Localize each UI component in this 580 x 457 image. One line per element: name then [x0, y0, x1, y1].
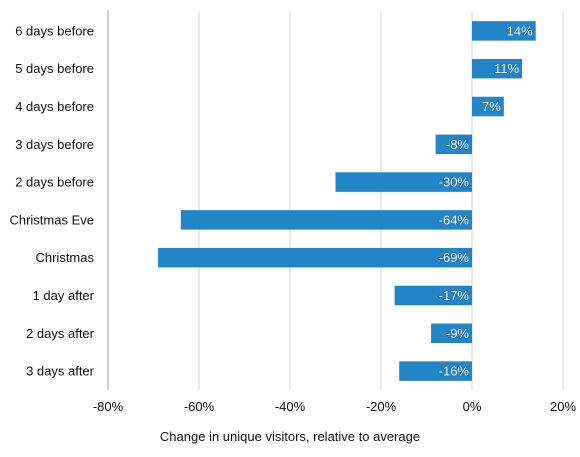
data-label: -16%	[439, 364, 470, 379]
x-tick-label: -20%	[366, 399, 397, 414]
category-label: 2 days after	[26, 326, 95, 341]
bar	[158, 247, 473, 268]
x-tick-label: 0%	[463, 399, 482, 414]
data-label: -17%	[439, 288, 470, 303]
category-label: 6 days before	[15, 23, 94, 38]
bar	[472, 58, 523, 79]
category-label: 4 days before	[15, 99, 94, 114]
data-label: -30%	[439, 175, 470, 190]
bar	[180, 210, 473, 230]
category-label: 3 days before	[15, 137, 94, 152]
x-tick-label: 20%	[550, 399, 576, 414]
x-tick-label: -40%	[275, 399, 306, 414]
bars	[158, 21, 536, 381]
bar	[435, 134, 472, 155]
category-label: Christmas Eve	[9, 212, 94, 227]
labels: -80% -60% -40% -20% 0% 20% 6 days before 14% 5 d…	[9, 23, 576, 414]
data-label: -8%	[446, 137, 470, 152]
bar	[431, 323, 472, 344]
data-label: -9%	[446, 326, 470, 341]
category-label: 5 days before	[15, 61, 94, 76]
category-label: Christmas	[35, 250, 94, 265]
category-label: 3 days after	[26, 364, 95, 379]
data-label: -69%	[439, 250, 470, 265]
data-label: 7%	[482, 99, 501, 114]
x-tick-label: -80%	[93, 399, 124, 414]
data-label: 11%	[494, 61, 519, 76]
data-label: 14%	[507, 23, 533, 38]
category-label: 1 day after	[33, 288, 95, 303]
category-label: 2 days before	[15, 175, 94, 190]
bar	[394, 285, 472, 306]
bar	[472, 21, 536, 41]
bar	[472, 96, 504, 117]
bar	[335, 172, 472, 192]
x-axis-title: Change in unique visitors, relative to a…	[160, 429, 420, 444]
x-tick-label: -60%	[184, 399, 215, 414]
data-label: -64%	[439, 212, 470, 227]
bar	[399, 361, 472, 381]
